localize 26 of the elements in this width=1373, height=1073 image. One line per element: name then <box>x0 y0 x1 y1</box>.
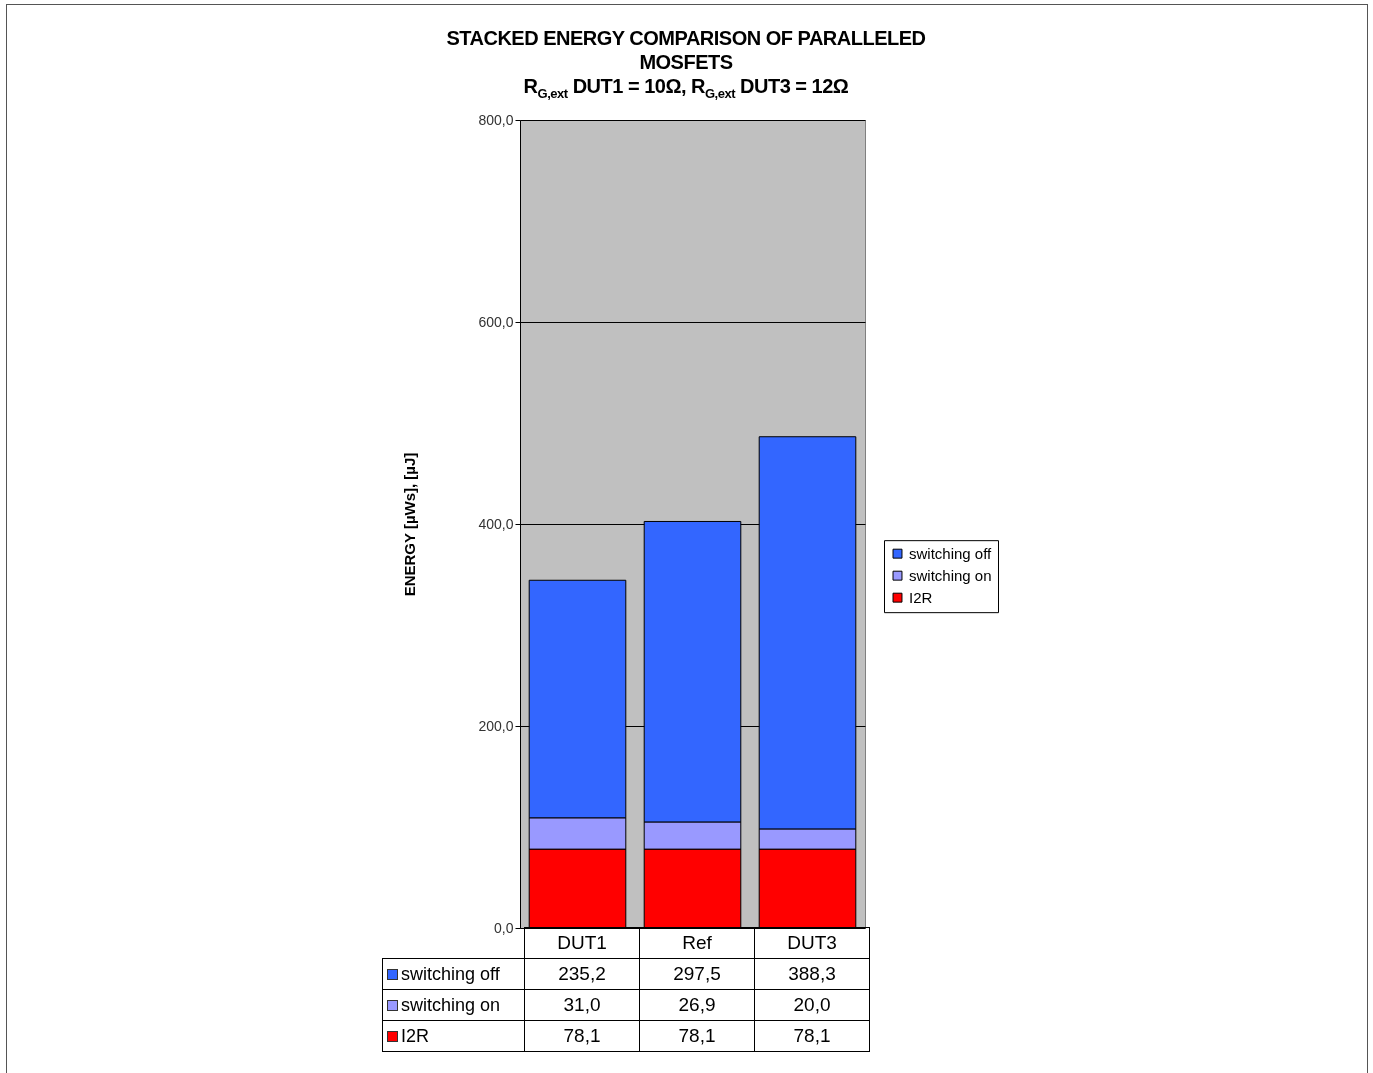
chart-title: STACKED ENERGY COMPARISON OF PARALLELED MOSFETS <box>445 26 927 74</box>
data-label: 78,1 <box>524 1020 640 1052</box>
chart-subtitle: R$_{G,ext}$ DUT1 = 10Ω, R$_{G,ext}$ DUT3 = 12Ω <box>522 74 850 103</box>
legend-label: switching on <box>382 989 525 1021</box>
data-label: 20,0 <box>754 989 870 1021</box>
text: switching on <box>909 566 992 584</box>
x-tick-label: DUT1 <box>524 927 640 959</box>
text: switching off <box>401 963 500 984</box>
y-tick-label: 400,0 <box>478 515 514 532</box>
data-label: 388,3 <box>754 958 870 990</box>
text: I2R <box>909 588 933 606</box>
data-label: 78,1 <box>639 1020 755 1052</box>
y-tick-label: 200,0 <box>478 717 514 734</box>
data-label: 297,5 <box>639 958 755 990</box>
y-tick-label: 800,0 <box>478 111 514 128</box>
legend-label: I2R <box>382 1020 525 1052</box>
data-label: 235,2 <box>524 958 640 990</box>
data-label: 78,1 <box>754 1020 870 1052</box>
x-tick-label: Ref <box>639 927 755 959</box>
data-label: 26,9 <box>639 989 755 1021</box>
data-label: 31,0 <box>524 989 640 1021</box>
y-tick-label: 0,0 <box>494 919 514 936</box>
y-tick-label: 600,0 <box>478 313 514 330</box>
y-axis-title: ENERGY [µWs], [µJ] <box>401 452 419 597</box>
legend-label: switching off <box>909 544 993 562</box>
x-tick-label: DUT3 <box>754 927 870 959</box>
